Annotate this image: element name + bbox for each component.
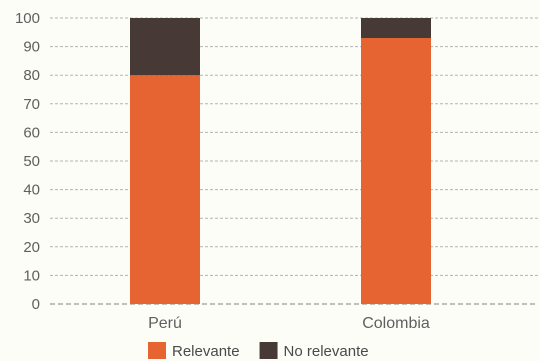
gridlines — [50, 17, 538, 305]
y-tick-label: 50 — [23, 153, 40, 170]
y-tick-label: 40 — [23, 182, 40, 199]
y-tick-label: 20 — [23, 239, 40, 256]
x-axis-category-labels: Perú Colombia — [148, 315, 430, 332]
legend-label: No relevante — [284, 343, 369, 360]
y-tick-label: 0 — [32, 296, 40, 313]
bars — [130, 18, 431, 305]
x-category-label: Perú — [148, 315, 182, 332]
y-tick-label: 80 — [23, 67, 40, 84]
bar-segment — [130, 18, 200, 76]
legend-swatch — [259, 342, 278, 359]
bar-segment — [361, 38, 431, 305]
legend: Relevante No relevante — [148, 342, 369, 360]
y-axis-tick-labels: 0 10 20 30 40 50 60 70 80 90 100 — [15, 10, 40, 313]
bar-segment — [130, 75, 200, 304]
legend-label: Relevante — [172, 343, 240, 360]
y-tick-label: 90 — [23, 39, 40, 56]
y-tick-label: 70 — [23, 96, 40, 113]
y-tick-label: 10 — [23, 267, 40, 284]
x-category-label: Colombia — [362, 315, 430, 332]
y-tick-label: 30 — [23, 210, 40, 227]
legend-swatch — [148, 342, 166, 359]
bar-segment — [361, 18, 431, 39]
y-tick-label: 100 — [15, 10, 40, 27]
y-tick-label: 60 — [23, 124, 40, 141]
